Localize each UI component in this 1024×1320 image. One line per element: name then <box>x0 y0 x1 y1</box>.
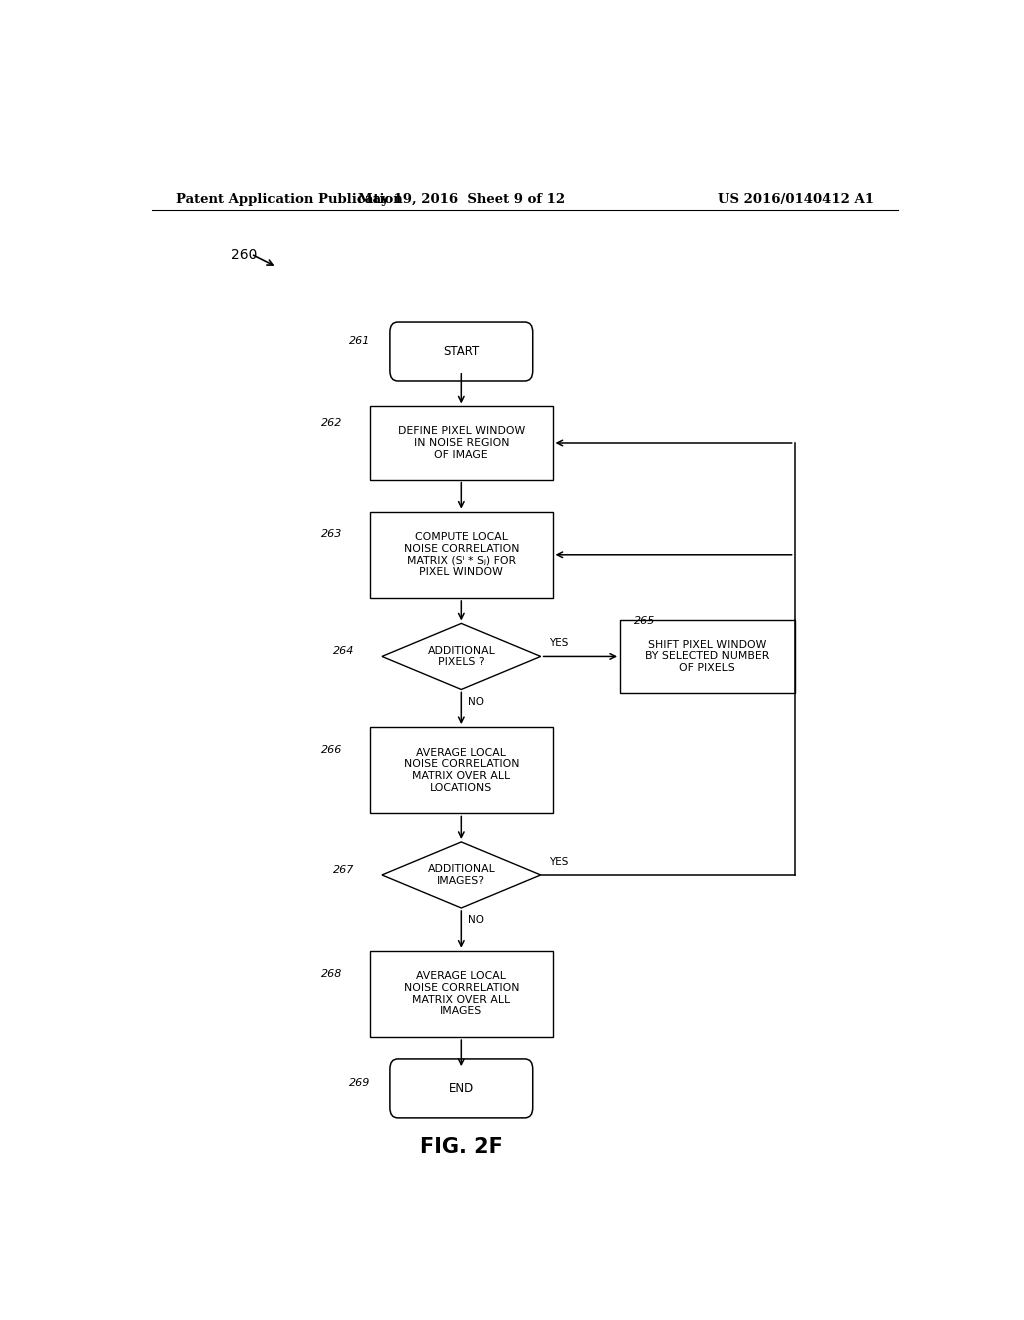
Text: SHIFT PIXEL WINDOW
BY SELECTED NUMBER
OF PIXELS: SHIFT PIXEL WINDOW BY SELECTED NUMBER OF… <box>645 640 769 673</box>
Polygon shape <box>382 842 541 908</box>
Text: May 19, 2016  Sheet 9 of 12: May 19, 2016 Sheet 9 of 12 <box>357 193 565 206</box>
Bar <box>370 512 553 598</box>
FancyBboxPatch shape <box>390 1059 532 1118</box>
Text: YES: YES <box>549 639 568 648</box>
Text: START: START <box>443 345 479 358</box>
Text: 269: 269 <box>349 1078 370 1088</box>
Text: FIG. 2F: FIG. 2F <box>420 1138 503 1158</box>
Bar <box>620 620 795 693</box>
Text: ADDITIONAL
PIXELS ?: ADDITIONAL PIXELS ? <box>427 645 496 667</box>
Text: 261: 261 <box>349 337 370 346</box>
Text: NO: NO <box>468 697 483 706</box>
Text: COMPUTE LOCAL
NOISE CORRELATION
MATRIX (Sᴵ * Sⱼ) FOR
PIXEL WINDOW: COMPUTE LOCAL NOISE CORRELATION MATRIX (… <box>403 532 519 577</box>
Text: 262: 262 <box>321 417 342 428</box>
Text: 265: 265 <box>635 616 655 626</box>
Text: AVERAGE LOCAL
NOISE CORRELATION
MATRIX OVER ALL
LOCATIONS: AVERAGE LOCAL NOISE CORRELATION MATRIX O… <box>403 748 519 793</box>
Text: Patent Application Publication: Patent Application Publication <box>176 193 402 206</box>
Polygon shape <box>382 623 541 689</box>
Text: 267: 267 <box>333 865 354 875</box>
Text: DEFINE PIXEL WINDOW
IN NOISE REGION
OF IMAGE: DEFINE PIXEL WINDOW IN NOISE REGION OF I… <box>397 426 525 459</box>
Text: NO: NO <box>468 915 483 925</box>
Text: 268: 268 <box>321 969 342 978</box>
Text: END: END <box>449 1082 474 1094</box>
Bar <box>370 727 553 813</box>
Text: US 2016/0140412 A1: US 2016/0140412 A1 <box>718 193 873 206</box>
Text: AVERAGE LOCAL
NOISE CORRELATION
MATRIX OVER ALL
IMAGES: AVERAGE LOCAL NOISE CORRELATION MATRIX O… <box>403 972 519 1016</box>
Text: 266: 266 <box>321 744 342 755</box>
Text: YES: YES <box>549 857 568 867</box>
FancyBboxPatch shape <box>390 322 532 381</box>
Text: 263: 263 <box>321 529 342 540</box>
Bar <box>370 950 553 1038</box>
Text: 264: 264 <box>333 647 354 656</box>
Text: 260: 260 <box>231 248 258 261</box>
Text: ADDITIONAL
IMAGES?: ADDITIONAL IMAGES? <box>427 865 496 886</box>
Bar <box>370 407 553 479</box>
